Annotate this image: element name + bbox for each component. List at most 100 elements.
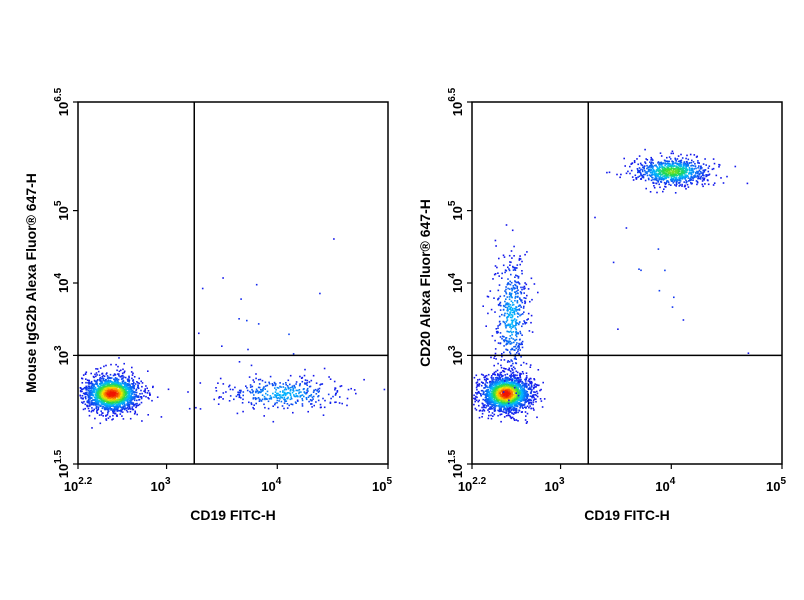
event-dot	[510, 406, 512, 409]
event-dot	[685, 163, 688, 166]
event-dot	[689, 179, 691, 182]
event-dot	[295, 383, 297, 385]
event-dot	[504, 397, 507, 400]
event-dot	[501, 382, 504, 385]
event-dot	[496, 330, 499, 333]
event-dot	[527, 388, 530, 390]
event-dot	[514, 403, 516, 406]
event-dot	[127, 378, 130, 380]
event-dot	[127, 380, 129, 382]
event-dot	[307, 410, 309, 413]
event-dot	[517, 305, 520, 307]
event-dot	[509, 316, 512, 319]
event-dot	[478, 385, 480, 387]
event-dot	[298, 384, 301, 387]
event-dot	[83, 387, 85, 390]
event-dot	[125, 388, 128, 390]
event-dot	[515, 338, 518, 341]
event-dot	[511, 383, 513, 385]
event-dot	[263, 415, 265, 417]
event-dot	[502, 254, 505, 257]
event-dot	[616, 173, 618, 176]
event-dot	[651, 166, 653, 168]
event-dot	[96, 393, 99, 396]
event-dot	[508, 378, 511, 380]
event-dot	[279, 398, 281, 400]
event-dot	[122, 392, 125, 395]
event-dot	[333, 380, 336, 383]
event-dot	[329, 378, 332, 380]
event-dot	[310, 379, 313, 382]
event-dot	[657, 170, 660, 172]
event-dot	[517, 393, 520, 395]
event-dot	[718, 163, 720, 166]
event-dot	[115, 406, 117, 409]
event-dot	[658, 183, 660, 186]
event-dot	[132, 403, 135, 406]
event-dot	[510, 261, 512, 264]
event-dot	[147, 397, 149, 399]
event-dot	[656, 174, 658, 176]
event-dot	[672, 173, 674, 176]
event-dot	[497, 379, 500, 381]
event-dot	[519, 372, 521, 375]
event-dot	[672, 178, 674, 181]
event-dot	[510, 314, 512, 316]
event-dot	[133, 413, 136, 415]
event-dot	[99, 400, 102, 403]
event-dot	[105, 418, 107, 420]
event-dot	[501, 386, 503, 389]
event-dot	[290, 396, 292, 398]
event-dot	[85, 378, 87, 380]
event-dot	[520, 343, 522, 346]
event-dot	[509, 311, 511, 314]
event-dot	[506, 377, 508, 380]
event-dot	[512, 374, 515, 376]
event-dot	[85, 392, 88, 395]
event-dot	[101, 384, 103, 387]
event-dot	[535, 398, 537, 400]
event-dot	[289, 394, 292, 396]
event-dot	[644, 179, 647, 182]
event-dot	[685, 174, 688, 176]
event-dot	[652, 166, 654, 168]
event-dot	[496, 377, 499, 380]
event-dot	[475, 374, 478, 377]
event-dot	[673, 173, 675, 175]
event-dot	[518, 342, 520, 345]
event-dot	[517, 398, 519, 400]
event-dot	[264, 385, 267, 387]
event-dot	[127, 383, 130, 385]
event-dot	[678, 185, 681, 187]
event-dot	[505, 409, 507, 411]
event-dot	[509, 407, 511, 409]
event-dot	[504, 368, 506, 370]
event-dot	[135, 403, 137, 405]
event-dot	[127, 386, 129, 389]
event-dot	[516, 384, 518, 386]
event-dot	[673, 174, 675, 177]
event-dot	[529, 395, 531, 397]
event-dot	[305, 397, 308, 399]
event-dot	[311, 406, 313, 408]
event-dot	[514, 267, 517, 269]
event-dot	[242, 398, 244, 401]
event-dot	[95, 400, 97, 402]
event-dot	[301, 397, 303, 400]
event-dot	[498, 389, 501, 392]
event-dot	[133, 391, 136, 394]
event-dot	[675, 165, 678, 168]
event-dot	[271, 383, 274, 385]
event-dot	[681, 172, 684, 175]
event-dot	[492, 377, 495, 379]
event-dot	[492, 388, 495, 390]
event-dot	[285, 393, 287, 396]
event-dot	[267, 400, 270, 403]
event-dot	[283, 396, 286, 399]
event-dot	[95, 372, 98, 374]
event-dot	[693, 168, 695, 170]
event-dot	[303, 374, 306, 377]
event-dot	[525, 401, 528, 403]
event-dot	[147, 370, 149, 372]
event-dot	[485, 395, 487, 397]
